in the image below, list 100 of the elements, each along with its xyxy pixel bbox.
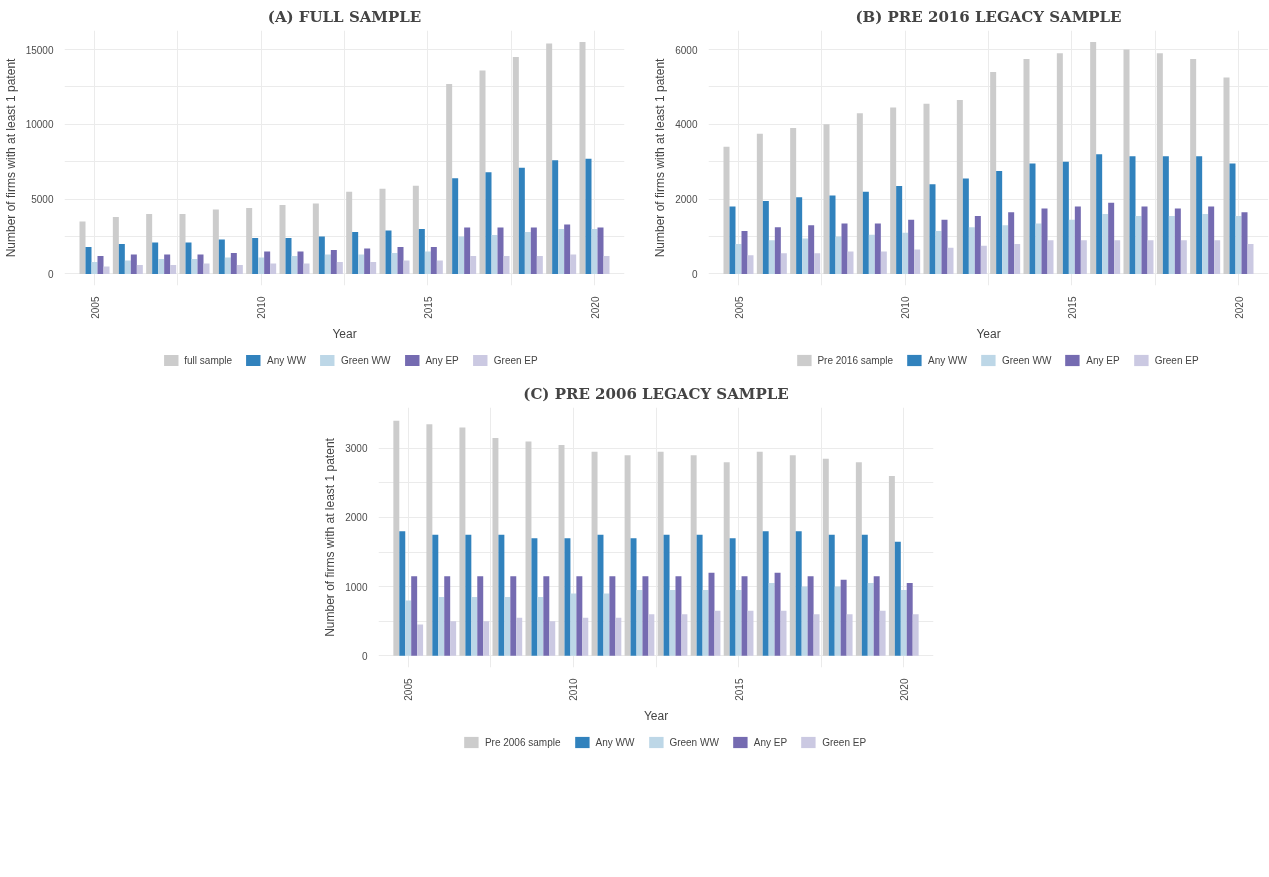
bar <box>890 107 897 274</box>
bar <box>762 201 769 274</box>
bar <box>252 238 259 274</box>
bar <box>1229 163 1236 274</box>
bar <box>1056 53 1063 274</box>
bar <box>498 534 505 656</box>
legend-label: Any EP <box>753 736 788 748</box>
bar <box>450 621 457 656</box>
y-tick-label: 1000 <box>345 581 368 593</box>
y-tick-label: 0 <box>691 268 698 280</box>
bar <box>802 238 809 274</box>
bar <box>1102 214 1109 274</box>
bar <box>97 255 104 274</box>
bar <box>170 264 177 274</box>
bar <box>996 171 1003 274</box>
bar <box>570 593 577 656</box>
bar <box>1096 154 1103 274</box>
bar <box>956 100 963 274</box>
bar <box>609 576 616 656</box>
bar <box>432 534 439 656</box>
bar <box>834 586 841 656</box>
x-tick-label: 2020 <box>898 678 910 701</box>
y-tick-label: 2000 <box>345 512 368 524</box>
bar <box>768 240 775 274</box>
bar <box>230 252 237 274</box>
bar <box>452 178 459 274</box>
bar <box>352 232 359 274</box>
bar <box>741 576 748 656</box>
x-tick-label: 2005 <box>733 296 745 319</box>
bar <box>118 244 125 274</box>
bar <box>558 229 565 274</box>
bar <box>312 203 319 274</box>
bar <box>1180 240 1187 274</box>
bar <box>780 253 787 274</box>
y-tick-label: 0 <box>47 268 54 280</box>
legend-label: Green EP <box>493 354 538 366</box>
bar <box>835 236 842 274</box>
bar <box>1029 163 1036 274</box>
bar <box>370 261 377 274</box>
bar <box>358 254 365 274</box>
bar <box>1168 215 1175 274</box>
bar <box>828 534 835 656</box>
bar <box>518 167 525 274</box>
bar <box>546 43 553 274</box>
bar <box>1247 244 1254 274</box>
bar <box>675 576 682 656</box>
x-tick-label: 2010 <box>900 296 912 319</box>
legend-label: Green EP <box>1154 354 1199 366</box>
bar <box>681 614 688 656</box>
x-tick-label: 2010 <box>256 296 268 319</box>
legend-label: Pre 2016 sample <box>817 354 893 366</box>
y-tick-label: 2000 <box>675 194 698 206</box>
bar <box>270 263 277 274</box>
bar <box>880 251 887 274</box>
bar <box>397 246 404 274</box>
bar <box>279 205 286 274</box>
bar <box>696 534 703 656</box>
bar <box>1190 58 1197 274</box>
bar <box>855 462 862 656</box>
x-axis-title: Year <box>332 326 357 341</box>
bar <box>1014 244 1021 274</box>
bar <box>808 225 815 274</box>
bar <box>823 124 830 274</box>
bar <box>935 230 942 274</box>
x-tick-label: 2005 <box>89 296 101 319</box>
bar <box>894 541 901 656</box>
legend-label: Any WW <box>927 354 967 366</box>
legend-label: Green EP <box>822 736 867 748</box>
bar <box>212 209 219 274</box>
bar <box>923 103 930 274</box>
bar <box>795 531 802 656</box>
bar <box>774 572 781 656</box>
y-axis-title: Number of firms with at least 1 patent <box>3 57 18 258</box>
legend-label: Pre 2006 sample <box>484 736 561 748</box>
x-tick-label: 2015 <box>733 678 745 701</box>
bar <box>483 621 490 656</box>
bar <box>714 610 721 656</box>
bar <box>579 42 586 274</box>
bar <box>1235 215 1242 274</box>
x-tick-label: 2015 <box>1066 296 1078 319</box>
bar <box>504 596 511 656</box>
bar <box>258 257 265 274</box>
bar <box>822 458 829 656</box>
bar <box>130 254 137 274</box>
bar <box>1080 240 1087 274</box>
bar <box>657 451 664 656</box>
bar <box>224 257 231 274</box>
y-axis-title: Number of firms with at least 1 patent <box>653 57 668 258</box>
bar <box>591 229 598 274</box>
y-tick-label: 10000 <box>25 119 54 131</box>
bar <box>603 255 610 274</box>
bar <box>524 232 531 274</box>
bar <box>471 596 478 656</box>
bar <box>203 263 210 274</box>
bar <box>531 538 538 656</box>
bar <box>297 251 304 274</box>
bar <box>1202 214 1209 274</box>
bar <box>91 261 98 274</box>
bar <box>537 596 544 656</box>
bar <box>735 244 742 274</box>
